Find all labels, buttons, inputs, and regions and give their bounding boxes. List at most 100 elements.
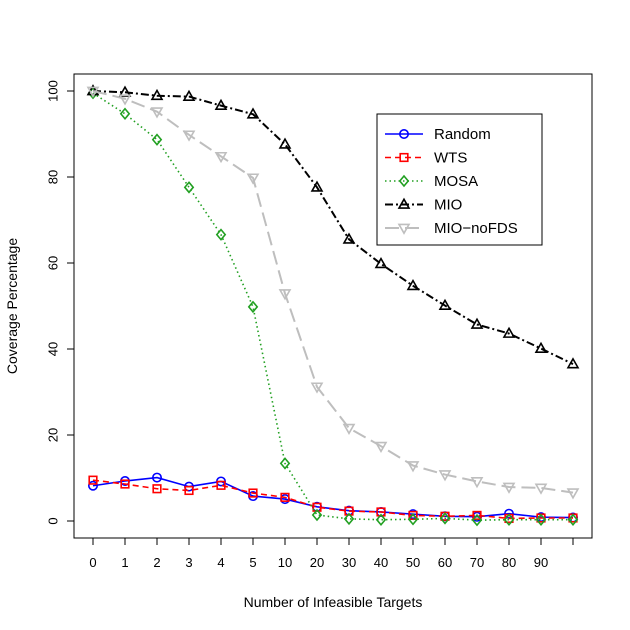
series-layer [86, 84, 580, 527]
data-point [310, 382, 324, 394]
data-point [279, 457, 291, 470]
data-point [470, 317, 484, 329]
data-point [566, 488, 580, 500]
data-point [246, 173, 260, 185]
y-tick-label: 60 [46, 256, 61, 270]
data-point [408, 510, 418, 521]
data-point [278, 137, 292, 149]
data-point [151, 133, 163, 146]
data-point [214, 98, 228, 111]
series-mio-nofds [86, 86, 580, 500]
data-point [88, 475, 98, 485]
data-point [310, 180, 324, 192]
data-point [216, 480, 226, 490]
series-line [92, 479, 573, 520]
data-point [472, 510, 482, 521]
data-point [182, 89, 196, 101]
x-tick-label: 3 [185, 555, 192, 570]
x-tick-label: 1 [121, 555, 128, 570]
data-point [182, 130, 196, 142]
data-point [502, 482, 516, 494]
data-point [374, 441, 388, 453]
series-mosa [87, 86, 579, 527]
x-tick-label: 90 [534, 555, 548, 570]
data-point [280, 492, 290, 502]
data-point [152, 484, 162, 494]
legend-label: WTS [434, 150, 467, 167]
data-point [375, 513, 387, 526]
x-tick-label: 20 [310, 555, 324, 570]
data-point [534, 341, 548, 353]
data-point [247, 300, 259, 314]
y-tick-label: 40 [46, 342, 61, 356]
series-line [92, 90, 574, 365]
legend-entry: Random [385, 126, 491, 143]
data-point [398, 174, 410, 188]
data-point [398, 129, 409, 140]
data-point [343, 512, 355, 526]
data-point [119, 107, 131, 121]
data-point [86, 86, 100, 98]
series-line [92, 92, 573, 521]
legend-label: Random [434, 126, 491, 143]
x-axis-label: Number of Infeasible Targets [244, 594, 423, 610]
data-point [471, 513, 483, 527]
data-point [214, 151, 228, 164]
series-random [88, 472, 578, 523]
x-tick-label: 4 [217, 555, 224, 570]
y-tick-label: 80 [46, 170, 61, 184]
data-point [278, 289, 292, 301]
axes: 0 1 2 3 4 5 10 20 30 40 50 60 70 80 90 0 20 40 60 80 100 [46, 80, 574, 570]
data-point [567, 513, 579, 526]
data-point [566, 357, 580, 369]
data-point [88, 480, 99, 491]
y-tick-label: 100 [46, 80, 61, 102]
data-point [248, 488, 258, 498]
series-mio [86, 84, 580, 369]
data-point [246, 107, 260, 119]
data-point [342, 423, 356, 435]
legend-label: MIO [434, 197, 462, 214]
legend-entry: MIO−noFDS [385, 220, 518, 237]
x-tick-label: 5 [249, 555, 256, 570]
legend-box [376, 113, 543, 246]
data-point [439, 512, 451, 525]
x-tick-label: 70 [470, 555, 484, 570]
data-point [183, 181, 195, 194]
legend: Random WTS MOSA MIO MIO−noFDS [376, 113, 543, 246]
data-point [502, 326, 516, 338]
data-point [152, 472, 163, 483]
legend-entry: WTS [385, 150, 467, 167]
legend-entry: MIO [385, 197, 462, 214]
data-point [374, 257, 388, 269]
y-axis-label: Coverage Percentage [4, 238, 20, 374]
data-point [397, 197, 411, 209]
legend-label: MOSA [434, 173, 478, 190]
legend-entry: MOSA [385, 173, 478, 190]
data-point [438, 298, 452, 310]
data-point [215, 228, 227, 241]
data-point [399, 152, 409, 163]
x-tick-label: 40 [374, 555, 388, 570]
x-tick-label: 60 [438, 555, 452, 570]
data-point [406, 278, 420, 291]
x-tick-label: 0 [89, 555, 96, 570]
data-point [406, 461, 420, 473]
data-point [407, 513, 419, 526]
x-tick-label: 10 [278, 555, 292, 570]
data-point [150, 88, 164, 101]
data-point [534, 483, 548, 495]
x-tick-label: 50 [406, 555, 420, 570]
data-point [118, 94, 132, 106]
series-line [92, 476, 574, 519]
x-tick-label: 2 [153, 555, 160, 570]
legend-label: MIO−noFDS [434, 220, 518, 237]
data-point [397, 223, 411, 235]
data-point [184, 485, 194, 496]
data-point [535, 513, 547, 526]
x-tick-label: 80 [502, 555, 516, 570]
y-tick-label: 20 [46, 428, 61, 442]
series-line [92, 90, 574, 494]
data-point [342, 232, 356, 244]
